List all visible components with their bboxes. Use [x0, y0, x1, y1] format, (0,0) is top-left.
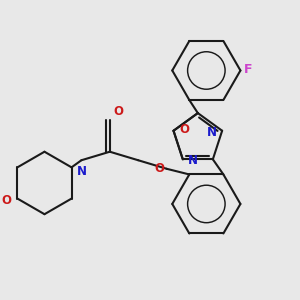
Text: O: O: [2, 194, 12, 206]
Text: F: F: [244, 63, 252, 76]
Text: N: N: [188, 154, 198, 167]
Text: O: O: [113, 105, 123, 118]
Text: O: O: [154, 162, 164, 175]
Text: O: O: [179, 123, 189, 136]
Text: N: N: [76, 164, 86, 178]
Text: N: N: [207, 126, 217, 139]
